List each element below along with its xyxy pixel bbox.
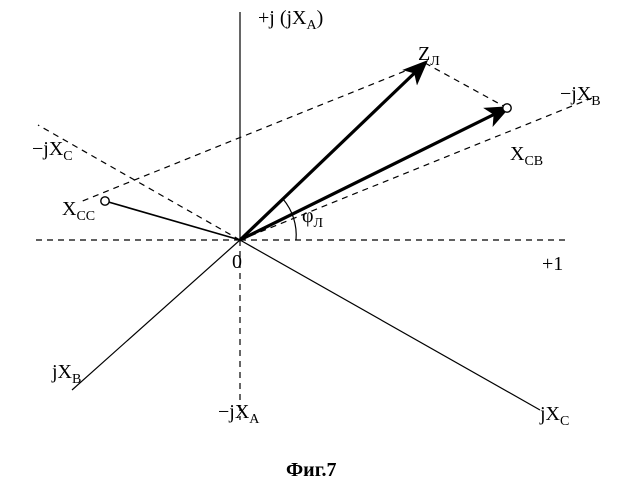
label-pos_imag: +j (jXA) [258,7,323,33]
vector-XCB [240,108,507,240]
label-XCB: XCB [510,143,543,169]
label-neg_imag: −jXA [218,401,260,427]
vector-ZL [240,63,425,240]
label-XCC: XCC [62,198,95,224]
marker-XCC [101,197,109,205]
label-origin: 0 [232,251,242,273]
marker-XCB [503,104,511,112]
plot-area: +j (jXA)−jXA+10ZЛ−jXBXCB−jXCXCCjXBjXCφЛФ… [0,0,601,481]
label-pos_real: +1 [542,253,563,275]
phasor-diagram: +j (jXA)−jXA+10ZЛ−jXBXCB−jXCXCCjXBjXCφЛФ… [0,0,635,500]
label-phiL: φЛ [302,205,324,231]
vector-XCC [105,201,240,240]
figure-caption: Фиг.7 [286,459,337,481]
label-neg_jXB: −jXB [560,83,601,109]
label-jXC: jXC [539,403,569,429]
label-jXB: jXB [51,361,81,387]
